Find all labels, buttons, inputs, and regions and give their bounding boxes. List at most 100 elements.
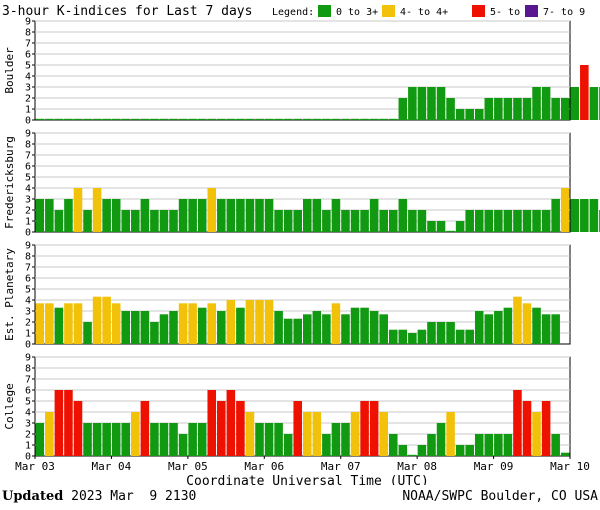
kp-bar [217,118,226,120]
kp-bar [283,318,293,344]
kp-bar [455,109,465,120]
kp-bar [83,210,92,232]
kp-bar [465,329,474,344]
kp-bar [398,199,408,232]
y-tick-label: 7 [25,263,31,274]
kp-bar [140,311,150,344]
kp-bar [408,210,417,232]
kp-bar [226,199,236,232]
kp-bar [551,434,560,456]
kp-bar [64,118,73,120]
kp-bar [379,210,388,232]
kp-bar [54,210,64,232]
kp-bar [73,118,83,120]
y-tick-label: 3 [25,195,31,206]
kp-bar [589,199,599,232]
kp-bar [140,401,150,456]
kp-bar [532,307,541,344]
kp-bar [379,412,388,456]
kp-bar [111,423,121,456]
y-tick-label: 1 [25,329,31,340]
y-axis-label: Fredericksburg [3,136,16,229]
kp-bar [312,412,322,456]
kp-bar [494,434,503,456]
x-tick-label: Mar 07 [321,460,361,473]
kp-bar [474,109,484,120]
kp-bar [350,412,360,456]
kp-bar [513,98,522,120]
kp-bar [102,423,111,456]
kp-bar [532,412,541,456]
kp-bar [111,118,121,120]
kp-bar [436,221,446,232]
legend-item-label: 0 to 3+ [336,7,378,18]
y-tick-label: 6 [25,162,31,173]
y-axis-label: Est. Planetary [3,248,16,341]
legend-swatch [382,5,395,17]
kp-bar [264,118,274,120]
kp-bar [455,221,465,232]
kp-bar [465,445,474,456]
y-tick-label: 7 [25,375,31,386]
x-axis-title: Coordinate Universal Time (UTC) [186,474,429,485]
legend-label: Legend: [272,7,314,18]
kp-bar [121,311,131,344]
y-tick-label: 4 [25,184,31,195]
kp-bar [92,188,102,232]
kp-bar [417,87,427,120]
y-tick-label: 6 [25,386,31,397]
y-tick-label: 1 [25,441,31,452]
kp-bar [150,322,159,344]
kp-bar [522,98,532,120]
kp-bar [207,390,217,456]
kp-bar [226,390,236,456]
source-credit: NOAA/SWPC Boulder, CO USA [402,489,598,504]
kp-bar [140,199,150,232]
kp-bar [264,423,274,456]
kp-bar [465,210,474,232]
kp-bar [159,210,169,232]
kp-bar [503,434,513,456]
kp-bar [45,199,54,232]
kp-bar [150,118,159,120]
kp-bar [350,307,360,344]
kp-bar [83,423,92,456]
kp-bar [369,199,379,232]
kp-bar [188,423,197,456]
kp-bar [427,322,436,344]
kp-bar [331,303,341,344]
kp-bar [64,303,73,344]
kp-bar [121,423,131,456]
kp-bar [274,311,283,344]
kp-bar [484,210,494,232]
kp-bar [159,118,169,120]
kp-bar [484,314,494,344]
kp-bar [446,412,455,456]
y-tick-label: 2 [25,94,31,105]
kp-bar [159,314,169,344]
kp-bar [322,434,331,456]
kp-bar [245,300,255,344]
y-tick-label: 9 [25,17,31,28]
kp-bar [64,390,73,456]
kp-bar [293,118,302,120]
kp-bar [188,118,197,120]
y-tick-label: 6 [25,274,31,285]
kp-bar [188,199,197,232]
kp-bar [417,329,427,344]
kp-bar [522,210,532,232]
updated-stamp: Updated 2023 Mar 9 2130 [2,489,196,504]
updated-label: Updated [2,489,64,504]
y-tick-label: 5 [25,173,31,184]
y-tick-label: 5 [25,61,31,72]
kp-bar [522,303,532,344]
kp-bar [436,423,446,456]
y-tick-label: 8 [25,252,31,263]
kp-bar [446,322,455,344]
kp-bar [503,98,513,120]
kp-bar [245,199,255,232]
kp-bar [551,314,560,344]
kp-bar [455,329,465,344]
kp-bar [551,98,560,120]
